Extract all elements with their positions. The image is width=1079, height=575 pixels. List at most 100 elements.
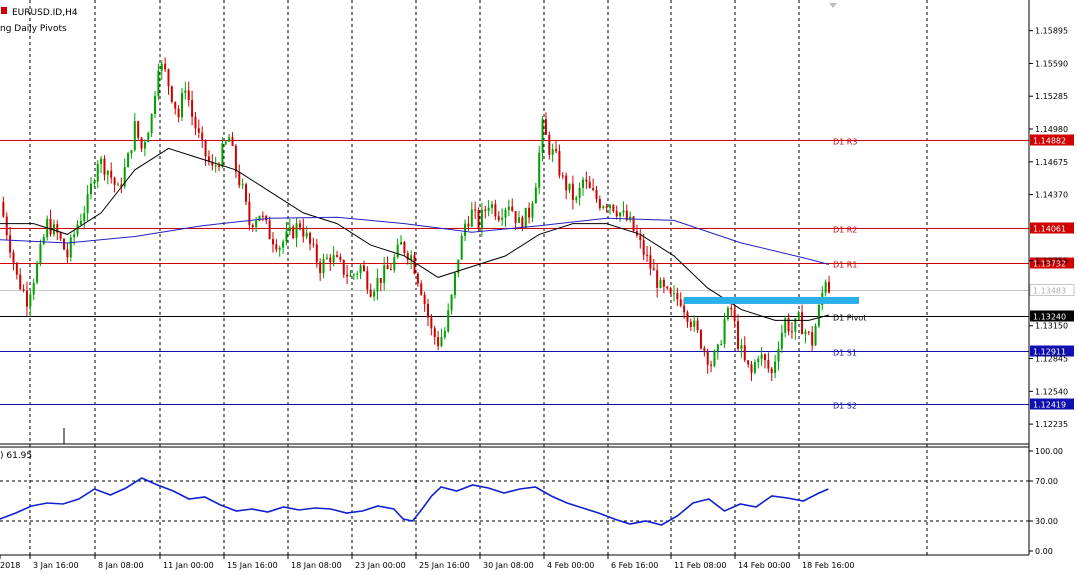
candle-body: [271, 239, 274, 245]
candle-body: [777, 348, 780, 362]
candle-body: [103, 158, 106, 175]
candle-body: [652, 268, 655, 271]
time-tick-label: 30 Jan 08:00: [483, 561, 534, 570]
moving-averages: [0, 147, 830, 321]
candle-body: [696, 320, 699, 331]
candle-body: [534, 187, 537, 204]
candle-body: [784, 318, 787, 333]
candle-body: [740, 345, 743, 349]
candle-body: [730, 307, 733, 310]
candle-body: [154, 95, 157, 114]
candle-body: [423, 294, 426, 304]
candle-body: [824, 281, 827, 293]
symbol-marker-icon: [1, 7, 7, 14]
candle-body: [329, 257, 332, 263]
candle-body: [39, 243, 42, 264]
candle-body: [319, 262, 322, 274]
candle-body: [69, 237, 72, 258]
candle-body: [686, 312, 689, 322]
oscillator-value-label: ) 61.95: [0, 451, 32, 461]
candle-body: [170, 86, 173, 102]
candle-body: [642, 240, 645, 255]
candle-body: [602, 206, 605, 209]
candle-body: [453, 272, 456, 295]
moving-average-fast: [0, 147, 830, 321]
candle-body: [403, 241, 406, 254]
candle-body: [366, 271, 369, 290]
candle-body: [817, 305, 820, 326]
candle-body: [703, 348, 706, 351]
chart-symbol-title: EURUSD.ID,H4: [12, 8, 78, 18]
time-tick-label: 23 Jan 00:00: [355, 561, 406, 570]
highlight-zone: [684, 296, 859, 304]
time-tick-label: 3 Jan 16:00: [33, 561, 79, 570]
candle-body: [723, 319, 726, 344]
candle-body: [332, 255, 335, 263]
candle-body: [221, 143, 224, 167]
candle-body: [25, 290, 28, 307]
price-tick-label: 1.14370: [1035, 191, 1068, 200]
pivot-label: D1 Pivot: [833, 314, 866, 323]
candle-body: [548, 134, 551, 155]
candle-body: [147, 133, 150, 143]
candle-body: [622, 210, 625, 213]
shift-marker-icon[interactable]: [829, 3, 837, 8]
candle-body: [807, 331, 810, 333]
candle-body: [59, 232, 62, 239]
candle-body: [517, 217, 520, 223]
candle-body: [558, 151, 561, 176]
candle-body: [211, 161, 214, 166]
candle-body: [561, 175, 564, 177]
candle-body: [184, 90, 187, 93]
candle-body: [130, 150, 133, 154]
price-tick-label: 1.15590: [1035, 59, 1068, 68]
candle-body: [511, 206, 514, 212]
candle-body: [504, 210, 507, 218]
candle-body: [571, 183, 574, 200]
price-tick-label: 1.12540: [1035, 387, 1068, 396]
candle-body: [474, 209, 477, 211]
candle-body: [713, 351, 716, 366]
candle-body: [386, 265, 389, 269]
candle-body: [612, 204, 615, 212]
candle-body: [710, 364, 713, 366]
candle-body: [679, 299, 682, 306]
candle-body: [12, 252, 15, 263]
candle-body: [342, 259, 345, 275]
candle-body: [804, 331, 807, 335]
candle-body: [494, 204, 497, 217]
candle-body: [716, 344, 719, 352]
candle-body: [464, 223, 467, 236]
candle-body: [322, 258, 325, 274]
candle-body: [177, 108, 180, 118]
moving-average-slow: [0, 216, 830, 265]
candle-body: [359, 265, 362, 274]
oscillator-line: [0, 477, 829, 526]
pivot-price-box: [1030, 398, 1074, 410]
candle-body: [619, 212, 622, 217]
candle-body: [538, 152, 541, 188]
candle-body: [524, 207, 527, 229]
candle-body: [514, 211, 517, 223]
candle-body: [629, 216, 632, 221]
candles: [2, 57, 831, 382]
price-tick-label: 1.12235: [1035, 420, 1068, 429]
candle-body: [180, 92, 183, 118]
pivot-price-box: [1030, 310, 1074, 322]
current-price-box: [1029, 284, 1075, 296]
candle-body: [699, 330, 702, 349]
candle-body: [194, 116, 197, 129]
candle-body: [56, 224, 59, 233]
candle-body: [828, 281, 831, 293]
pivot-lines: D1 R3 1.14882 D1 R2 1.14061 D1 R1 1.13732 D1 P…: [0, 134, 1075, 411]
candle-body: [93, 181, 96, 184]
candle-body: [143, 142, 146, 149]
candle-body: [416, 273, 419, 284]
candle-body: [585, 179, 588, 182]
candle-body: [450, 294, 453, 311]
candle-body: [49, 218, 52, 235]
price-tick-label: 1.14675: [1035, 158, 1068, 167]
